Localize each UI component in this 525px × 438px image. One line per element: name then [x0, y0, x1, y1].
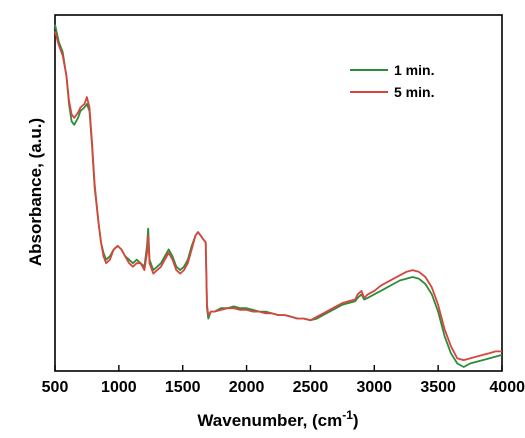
- x-tick-label: 3500: [420, 379, 456, 396]
- x-axis-title-close: ): [353, 411, 359, 430]
- x-tick-label: 1000: [101, 379, 137, 396]
- x-tick-label: 500: [42, 379, 69, 396]
- y-axis-title: Absorbance, (a.u.): [26, 118, 45, 266]
- plot-frame: [54, 14, 503, 372]
- legend-label-5-min: 5 min.: [394, 84, 434, 100]
- x-tick-label: 4000: [489, 379, 525, 396]
- x-axis-ticks: 500 1000 1500 2000 2500 3000 3500 4000: [42, 365, 525, 396]
- x-tick-label: 1500: [165, 379, 201, 396]
- x-tick-label: 2000: [229, 379, 265, 396]
- x-axis-title-superscript: -1: [342, 408, 353, 422]
- x-axis-title: Wavenumber, (cm-1): [197, 408, 358, 430]
- legend-label-1-min: 1 min.: [394, 62, 434, 78]
- series-lines: [54, 24, 503, 368]
- x-tick-label: 3000: [356, 379, 392, 396]
- x-axis-title-main: Wavenumber, (cm: [197, 411, 342, 430]
- series-line-5-min: [54, 31, 502, 361]
- x-tick-label: 2500: [293, 379, 329, 396]
- legend: 1 min. 5 min.: [350, 62, 434, 100]
